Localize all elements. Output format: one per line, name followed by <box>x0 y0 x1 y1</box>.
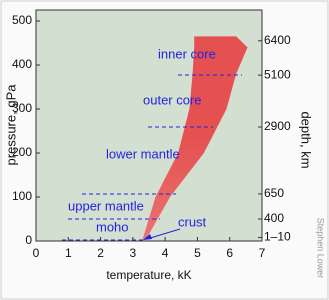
x-axis-label: temperature, kK <box>106 268 191 282</box>
y2-tick-label: 5100 <box>264 67 291 81</box>
y-tick-label: 500 <box>12 13 32 27</box>
credit: Stephen Lower <box>316 218 326 279</box>
y2-tick-label: 2900 <box>264 119 291 133</box>
x-tick-label: 6 <box>226 246 233 260</box>
x-tick-label: 7 <box>259 246 266 260</box>
layer-label: outer core <box>143 92 202 107</box>
x-tick-label: 0 <box>33 246 40 260</box>
x-tick-label: 4 <box>162 246 169 260</box>
x-tick-label: 5 <box>194 246 201 260</box>
y2-tick-label: 650 <box>264 186 284 200</box>
layer-label: crust <box>178 214 207 229</box>
x-tick-label: 1 <box>65 246 72 260</box>
y2-tick-label: 400 <box>264 211 284 225</box>
y-tick-label: 400 <box>12 57 32 71</box>
layer-label: inner core <box>158 46 216 61</box>
x-tick-label: 3 <box>130 246 137 260</box>
x-tick-label: 2 <box>97 246 104 260</box>
arrow <box>146 228 181 240</box>
layer-label: moho <box>96 219 129 234</box>
layer-label: lower mantle <box>106 146 180 161</box>
y-tick-label: 0 <box>25 233 32 247</box>
y-tick-label: 200 <box>12 145 32 159</box>
y2-axis-label: depth, km <box>299 111 314 168</box>
band-fade <box>142 36 248 240</box>
y2-tick-label: 1–10 <box>264 230 291 244</box>
arrow-head <box>143 234 152 240</box>
y-tick-label: 100 <box>12 189 32 203</box>
y-axis-label: pressure, gPa <box>3 84 18 166</box>
y2-tick-label: 6400 <box>264 33 291 47</box>
y-tick-label: 300 <box>12 101 32 115</box>
layer-label: upper mantle <box>68 198 144 213</box>
